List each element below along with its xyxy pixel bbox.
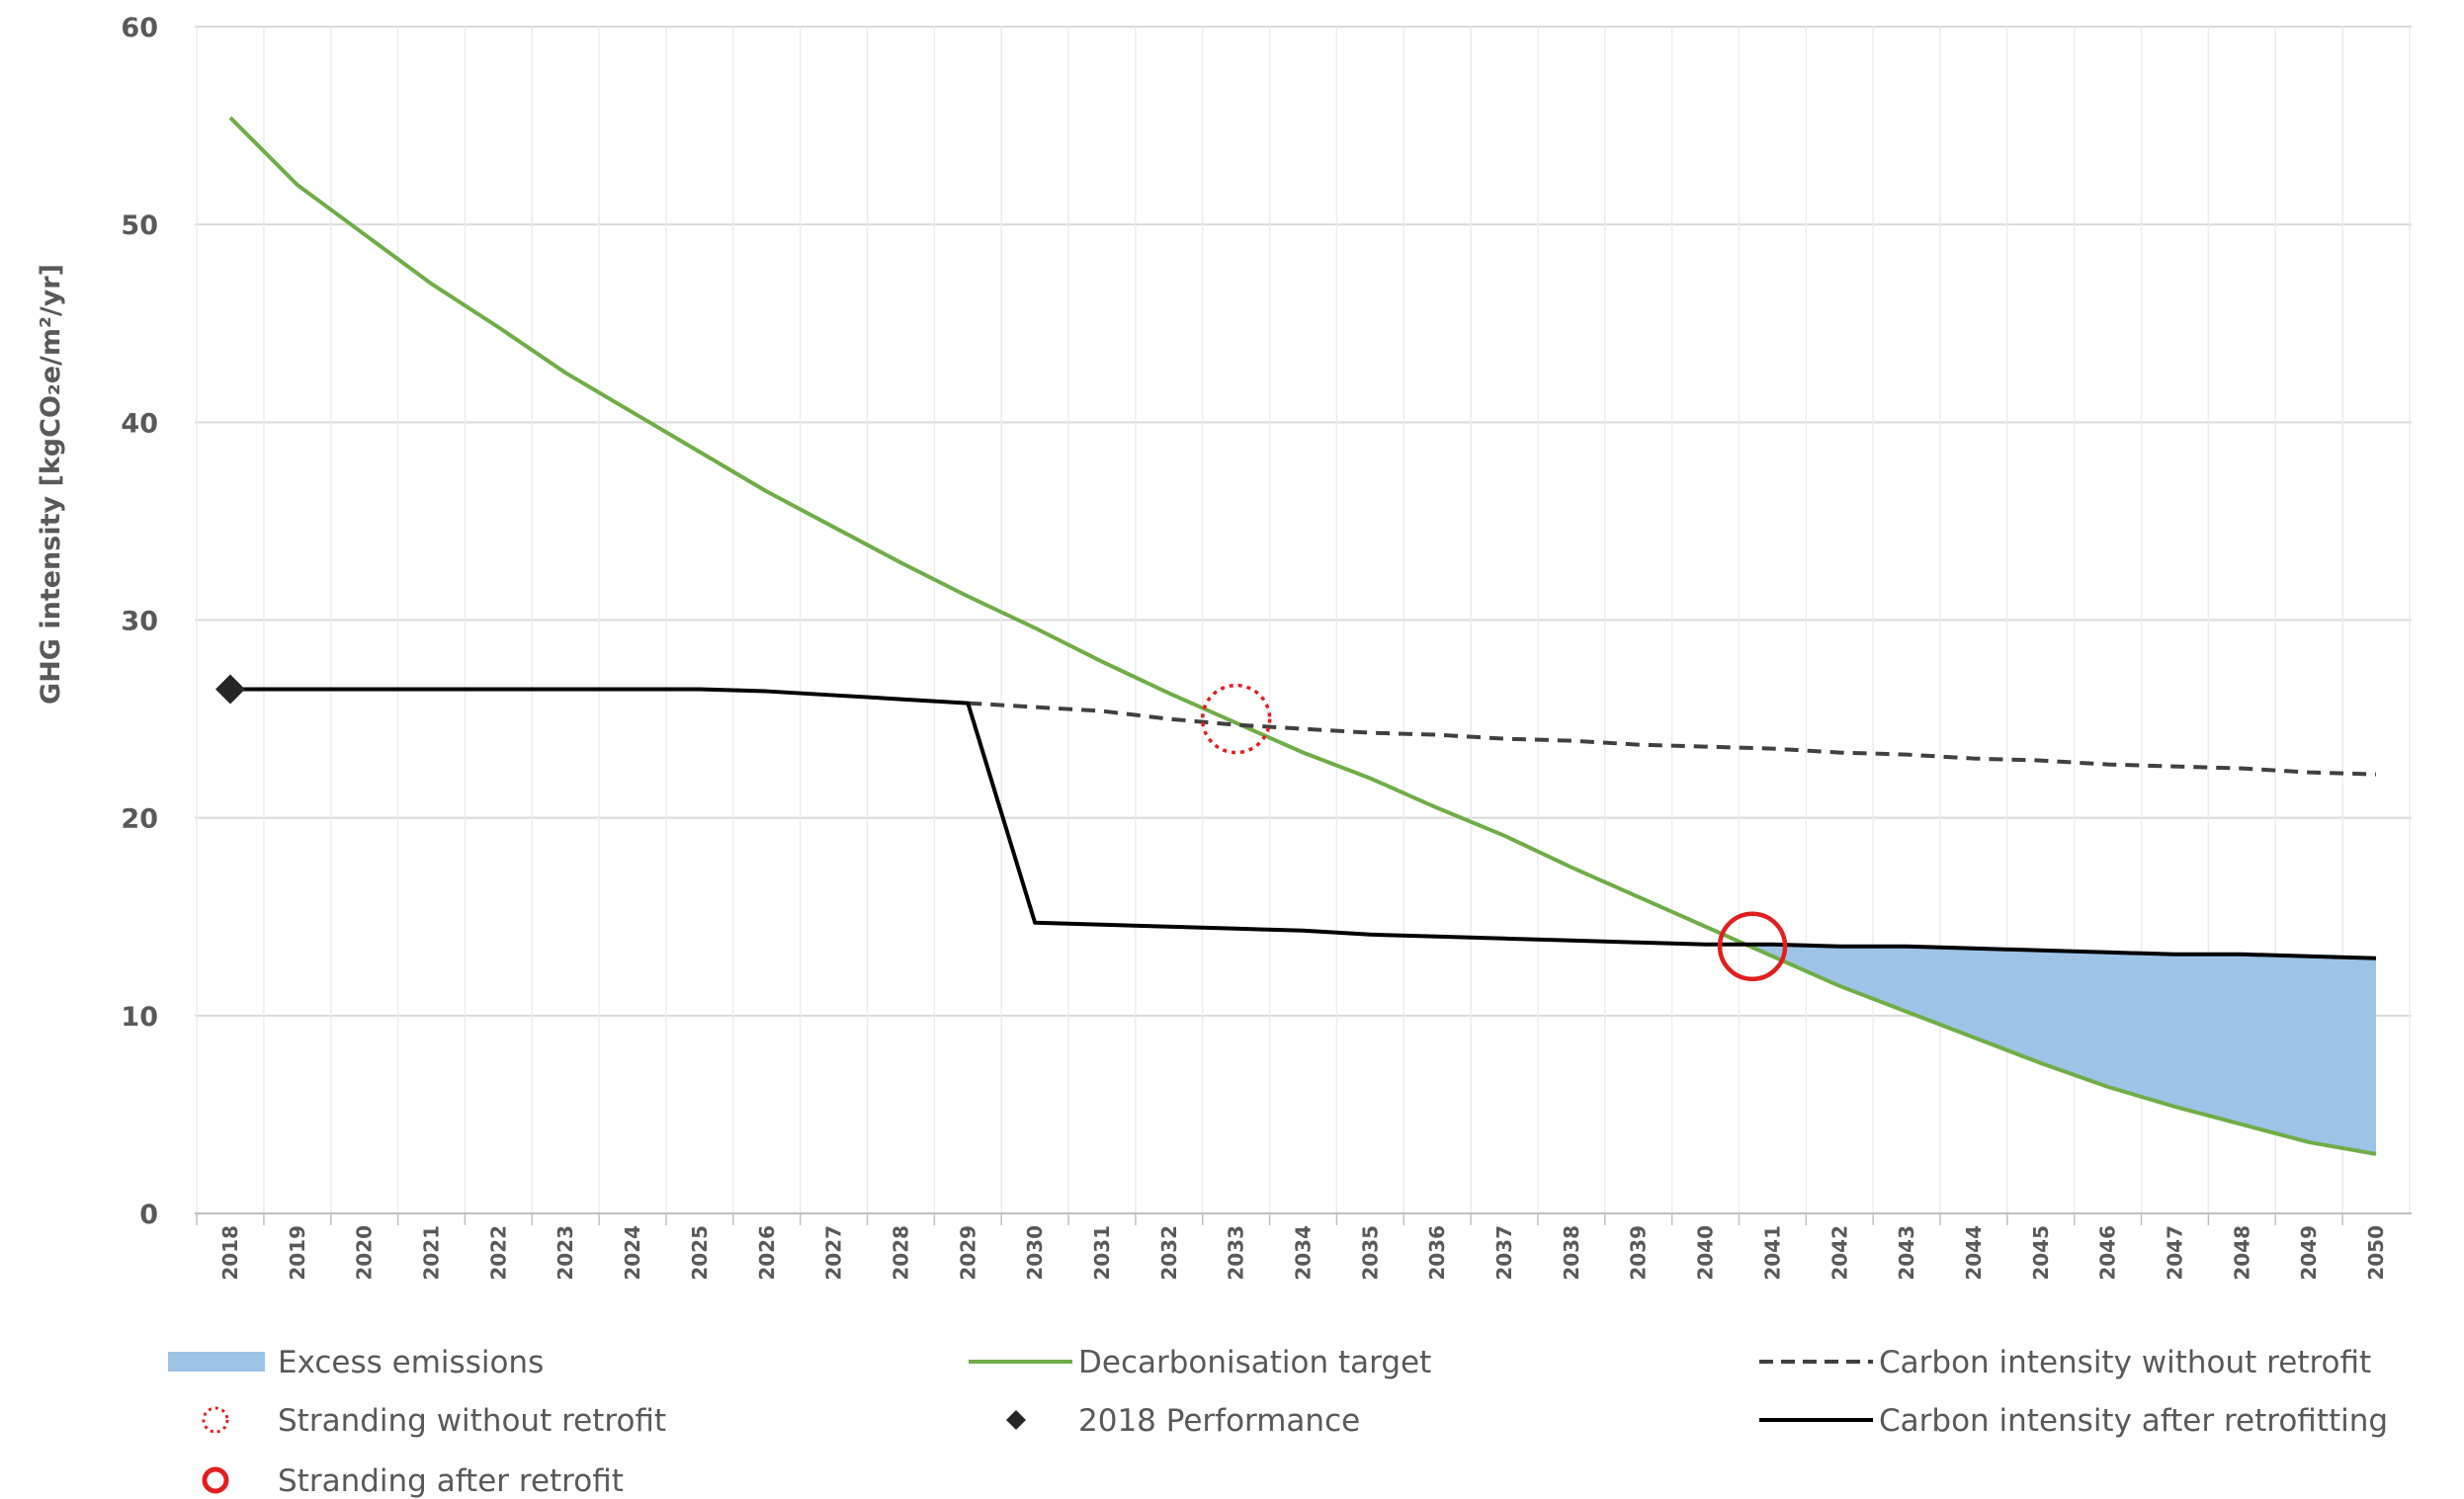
carbon-intensity-after-retrofitting-line: [230, 687, 2377, 960]
legend-label: Decarbonisation target: [1078, 1345, 1431, 1380]
legend: Excess emissions Decarbonisation target Ca…: [168, 1345, 2388, 1499]
stranding-without-retrofit-marker: [1200, 683, 1272, 755]
x-tick-label: 2045: [2029, 1225, 2053, 1281]
legend-label: Stranding without retrofit: [278, 1403, 666, 1439]
legend-label: Carbon intensity after retrofitting: [1879, 1403, 2388, 1439]
x-tick-label: 2043: [1895, 1225, 1918, 1281]
excess-emissions-area-layer: [1752, 944, 2376, 1154]
stranding-without-retrofit-legend-symbol: [202, 1406, 229, 1434]
y-tick-label: 0: [139, 1200, 158, 1230]
x-tick-label: 2042: [1827, 1225, 1851, 1281]
decarbonisation-target-line: [228, 116, 2377, 1156]
x-tick-label: 2030: [1023, 1225, 1047, 1281]
x-tick-label: 2038: [1560, 1225, 1583, 1281]
stranding-after-retrofit-marker: [1717, 911, 1788, 982]
y-tick-label: 10: [121, 1002, 158, 1033]
y-tick-label: 40: [121, 408, 158, 439]
legend-label: Excess emissions: [278, 1345, 544, 1380]
excess-emissions-legend-symbol: [168, 1352, 265, 1372]
legend-item: Stranding after retrofit: [202, 1463, 624, 1499]
2018-performance-marker: [215, 674, 245, 705]
x-tick-label: 2035: [1358, 1225, 1382, 1281]
x-tick-label: 2018: [218, 1225, 242, 1281]
excess-emissions-area: [1752, 944, 2376, 1154]
x-tick-label: 2044: [1962, 1225, 1986, 1281]
x-tick-label: 2029: [956, 1225, 979, 1281]
axis-layer: GHG intensity [kgCO₂e/m²/yr] 01020304050…: [36, 13, 2388, 1281]
x-tick-label: 2021: [420, 1225, 444, 1281]
x-tick-label: 2027: [822, 1225, 846, 1281]
x-tick-label: 2049: [2297, 1225, 2321, 1281]
x-tick-label: 2039: [1627, 1225, 1651, 1281]
legend-item: Stranding without retrofit: [202, 1403, 666, 1439]
x-tick-label: 2032: [1157, 1225, 1181, 1281]
y-tick-label: 60: [121, 13, 158, 43]
y-tick-label: 30: [121, 607, 158, 637]
x-tick-label: 2036: [1425, 1225, 1449, 1281]
legend-label: Carbon intensity without retrofit: [1879, 1345, 2371, 1380]
legend-label: 2018 Performance: [1078, 1403, 1360, 1439]
x-tick-label: 2026: [755, 1225, 779, 1281]
x-tick-label: 2020: [353, 1225, 377, 1281]
series-layer: [228, 116, 2377, 1156]
legend-label: Stranding after retrofit: [278, 1463, 624, 1499]
y-tick-label: 20: [121, 804, 158, 835]
x-tick-label: 2031: [1090, 1225, 1114, 1281]
x-tick-label: 2041: [1760, 1225, 1784, 1281]
legend-item: Decarbonisation target: [969, 1345, 1431, 1380]
x-tick-label: 2034: [1292, 1225, 1316, 1281]
x-tick-label: 2019: [286, 1225, 309, 1281]
y-tick-label: 50: [121, 210, 158, 241]
x-tick-label: 2047: [2163, 1225, 2186, 1281]
x-tick-label: 2028: [889, 1225, 912, 1281]
x-tick-label: 2050: [2364, 1225, 2388, 1281]
legend-item: 2018 Performance: [1006, 1403, 1360, 1439]
y-axis-title: GHG intensity [kgCO₂e/m²/yr]: [36, 264, 66, 705]
x-tick-label: 2040: [1694, 1225, 1718, 1281]
x-tick-label: 2037: [1492, 1225, 1516, 1281]
stranding-after-retrofit-legend-symbol: [202, 1466, 229, 1494]
x-tick-label: 2024: [621, 1225, 644, 1281]
legend-item: Carbon intensity without retrofit: [1759, 1345, 2371, 1380]
x-tick-label: 2023: [553, 1225, 577, 1281]
2018-performance-legend-symbol: [1006, 1410, 1026, 1430]
x-tick-label: 2046: [2096, 1225, 2120, 1281]
x-tick-label: 2025: [688, 1225, 712, 1281]
legend-item: Excess emissions: [168, 1345, 544, 1380]
x-tick-label: 2033: [1225, 1225, 1248, 1281]
marker-layer: [215, 674, 1788, 982]
carbon-intensity-without-retrofit-line: [968, 701, 2377, 777]
x-tick-label: 2022: [486, 1225, 510, 1281]
x-tick-label: 2048: [2230, 1225, 2253, 1281]
legend-item: Carbon intensity after retrofitting: [1759, 1403, 2388, 1439]
